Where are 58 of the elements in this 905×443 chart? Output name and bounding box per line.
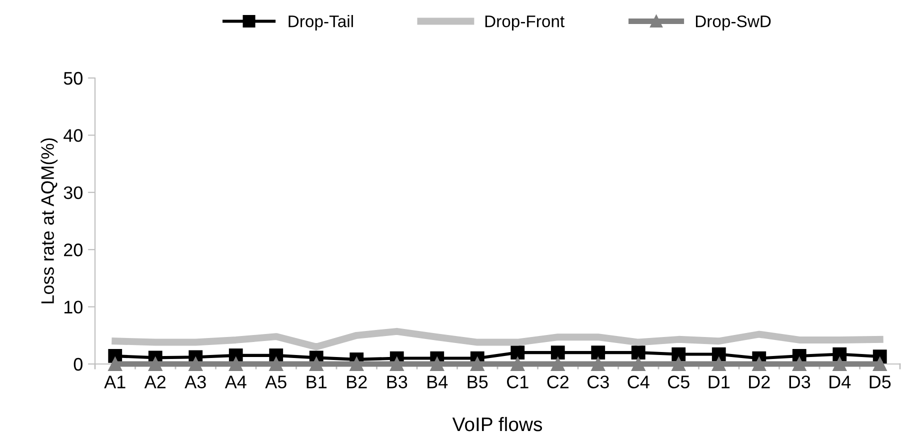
y-tick-label: 50 <box>64 72 82 85</box>
y-tick-label: 30 <box>64 186 82 200</box>
x-tick-label: B2 <box>347 376 367 388</box>
point <box>510 357 525 371</box>
point <box>752 357 766 371</box>
point <box>390 357 404 371</box>
legend-label: Drop-Front <box>485 16 564 31</box>
x-axis-title: VoIP flows <box>452 416 542 432</box>
y-axis-title: Loss rate at AQM(%) <box>40 138 58 304</box>
y-tick-label: 20 <box>64 244 82 256</box>
x-tick-label: C3 <box>588 376 609 388</box>
point <box>792 357 806 371</box>
x-tick-label: A4 <box>224 376 246 388</box>
y-tick-label: 40 <box>64 129 82 142</box>
point <box>591 357 606 371</box>
x-tick-label: B4 <box>428 376 448 388</box>
point <box>712 347 726 362</box>
x-tick-label: D4 <box>830 376 851 388</box>
legend-label: Drop-SwD <box>696 15 771 31</box>
point <box>672 347 686 362</box>
point <box>712 357 726 371</box>
x-tick-label: B5 <box>468 376 488 388</box>
point <box>832 357 847 371</box>
point <box>872 357 887 371</box>
x-tick-label: A3 <box>184 376 206 388</box>
point <box>188 357 203 371</box>
x-tick-label: C4 <box>628 376 650 388</box>
x-tick-label: D1 <box>708 376 730 388</box>
point <box>430 357 444 371</box>
point <box>631 346 646 360</box>
x-tick-label: B1 <box>306 376 327 388</box>
x-tick-label: C5 <box>668 376 690 388</box>
y-tick-label: 10 <box>64 300 82 314</box>
y-tick-label: 0 <box>74 358 82 371</box>
point <box>470 357 484 371</box>
point <box>631 357 646 371</box>
point <box>550 346 565 360</box>
x-tick-label: A2 <box>144 376 166 388</box>
x-tick-label: C2 <box>547 376 569 388</box>
point <box>269 357 284 371</box>
point <box>148 357 162 371</box>
point <box>832 347 847 362</box>
x-tick-label: D3 <box>789 376 810 388</box>
point <box>550 357 565 371</box>
x-tick-label: C1 <box>507 376 528 388</box>
legend-label: Drop-Tail <box>288 15 353 31</box>
x-tick-label: D2 <box>749 376 770 388</box>
point <box>309 357 324 371</box>
x-tick-label: D5 <box>870 376 891 388</box>
point <box>350 357 364 371</box>
point <box>591 346 606 360</box>
x-tick-label: A1 <box>104 376 126 388</box>
point <box>672 357 686 371</box>
point <box>108 357 122 371</box>
x-tick-label: B3 <box>387 376 408 388</box>
x-tick-label: A5 <box>265 376 286 388</box>
point <box>510 346 525 360</box>
point <box>228 357 243 371</box>
